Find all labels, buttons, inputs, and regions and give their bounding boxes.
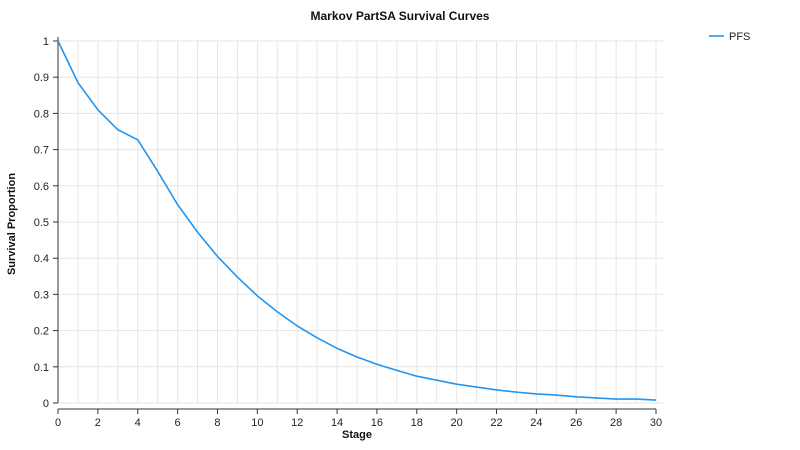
x-tick-label: 12 [291, 417, 303, 429]
x-tick-label: 10 [251, 417, 263, 429]
data-point[interactable] [375, 362, 379, 366]
series-layer [56, 39, 658, 402]
data-point[interactable] [156, 169, 160, 173]
y-tick-label: 0.7 [34, 145, 49, 157]
data-point[interactable] [275, 310, 279, 314]
x-tick-label: 22 [490, 417, 502, 429]
data-point[interactable] [654, 398, 658, 402]
series-pfs [56, 39, 658, 402]
data-point[interactable] [415, 374, 419, 378]
data-point[interactable] [435, 378, 439, 382]
x-tick-label: 18 [411, 417, 423, 429]
data-point[interactable] [295, 324, 299, 328]
x-tick-label: 6 [175, 417, 181, 429]
data-point[interactable] [96, 108, 100, 112]
data-point[interactable] [495, 388, 499, 392]
y-tick-label: 0 [43, 398, 49, 410]
series-line[interactable] [57, 40, 657, 401]
x-tick-label: 26 [570, 417, 582, 429]
y-tick-label: 0.8 [34, 108, 49, 120]
grid [57, 40, 664, 404]
data-point[interactable] [355, 355, 359, 359]
data-point[interactable] [315, 336, 319, 340]
y-tick-label: 0.1 [34, 362, 49, 374]
y-tick-label: 0.3 [34, 289, 49, 301]
data-point[interactable] [634, 397, 638, 401]
data-point[interactable] [56, 39, 60, 43]
data-point[interactable] [176, 203, 180, 207]
axes: 00.10.20.30.40.50.60.70.80.910 2 4 6 8 10 12 14… [34, 36, 662, 429]
chart-title: Markov PartSA Survival Curves [311, 9, 490, 23]
x-tick-label: 8 [214, 417, 220, 429]
data-point[interactable] [255, 294, 259, 298]
y-axis-label: Survival Proportion [6, 173, 18, 275]
legend-label: PFS [729, 31, 750, 43]
y-tick-label: 0.6 [34, 181, 49, 193]
data-point[interactable] [335, 346, 339, 350]
x-tick-label: 16 [371, 417, 383, 429]
y-tick-label: 0.2 [34, 326, 49, 338]
x-tick-label: 0 [55, 417, 61, 429]
data-point[interactable] [116, 128, 120, 132]
data-point[interactable] [76, 81, 80, 85]
x-tick-label: 24 [530, 417, 542, 429]
data-point[interactable] [594, 396, 598, 400]
data-point[interactable] [395, 368, 399, 372]
data-point[interactable] [455, 382, 459, 386]
data-point[interactable] [554, 393, 558, 397]
y-tick-label: 0.4 [34, 253, 49, 265]
x-tick-label: 4 [135, 417, 141, 429]
data-point[interactable] [614, 397, 618, 401]
data-point[interactable] [215, 254, 219, 258]
legend[interactable]: PFS [709, 31, 750, 43]
legend-item-pfs[interactable]: PFS [709, 31, 750, 43]
data-point[interactable] [136, 138, 140, 142]
y-tick-label: 0.5 [34, 217, 49, 229]
x-tick-label: 30 [650, 417, 662, 429]
x-tick-label: 20 [451, 417, 463, 429]
x-axis-label: Stage [342, 429, 372, 441]
y-tick-label: 1 [43, 36, 49, 48]
x-tick-label: 14 [331, 417, 343, 429]
y-tick-label: 0.9 [34, 72, 49, 84]
x-tick-label: 28 [610, 417, 622, 429]
data-point[interactable] [235, 275, 239, 279]
data-point[interactable] [534, 392, 538, 396]
data-point[interactable] [574, 395, 578, 399]
data-point[interactable] [475, 385, 479, 389]
data-point[interactable] [196, 230, 200, 234]
data-point[interactable] [514, 390, 518, 394]
x-tick-label: 2 [95, 417, 101, 429]
